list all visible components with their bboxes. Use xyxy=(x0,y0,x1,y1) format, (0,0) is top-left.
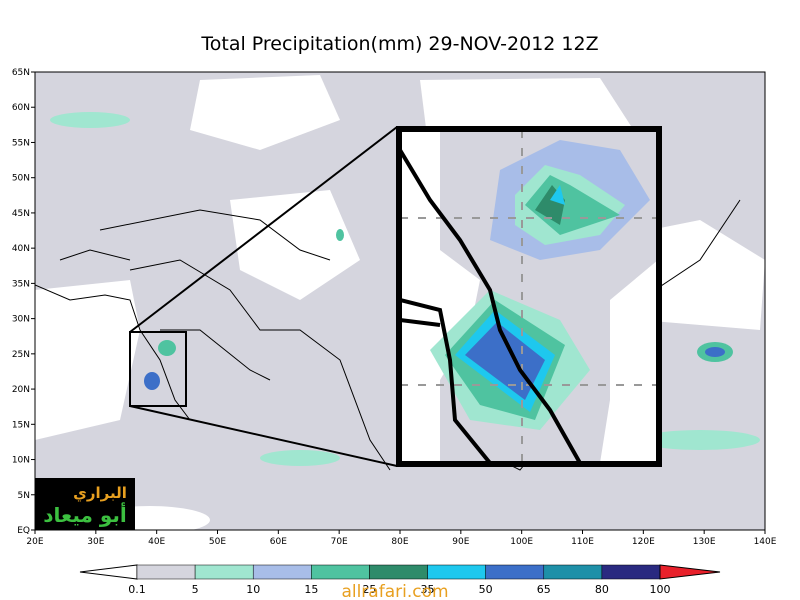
colorbar-cell xyxy=(427,564,486,580)
colorbar-label: 65 xyxy=(537,583,551,596)
colorbar-cell xyxy=(543,564,603,580)
lon-label: 100E xyxy=(510,537,533,547)
colorbar-label: 100 xyxy=(650,583,671,596)
lon-label: 60E xyxy=(270,537,287,547)
title: Total Precipitation(mm) 29-NOV-2012 12Z xyxy=(200,33,598,55)
inset-map xyxy=(400,130,658,463)
colorbar-cell xyxy=(252,564,312,580)
lat-label: 5N xyxy=(18,491,30,501)
lat-label: 45N xyxy=(12,209,30,219)
lon-label: 70E xyxy=(331,537,348,547)
colorbar-cell xyxy=(194,564,254,580)
colorbar-high xyxy=(659,564,721,580)
logo-line1: البراري xyxy=(73,484,127,503)
lat-label: 40N xyxy=(12,244,30,254)
colorbar-label: 25 xyxy=(362,583,376,596)
lat-label: 30N xyxy=(12,315,30,325)
lat-label: 65N xyxy=(12,68,30,78)
lon-label: 90E xyxy=(452,537,469,547)
lat-label: 10N xyxy=(12,456,30,466)
lat-label: 60N xyxy=(12,103,30,113)
colorbar-label: 0.1 xyxy=(128,583,146,596)
colorbar-label: 50 xyxy=(479,583,493,596)
colorbar-cell xyxy=(369,564,428,580)
lat-label: 55N xyxy=(12,138,30,148)
colorbar-label: 80 xyxy=(595,583,609,596)
colorbar-label: 15 xyxy=(304,583,318,596)
lon-label: 140E xyxy=(754,537,777,547)
colorbar-cell xyxy=(311,564,370,580)
lon-label: 50E xyxy=(209,537,226,547)
lon-label: 20E xyxy=(26,537,43,547)
lon-label: 30E xyxy=(87,537,104,547)
lon-label: 120E xyxy=(632,537,655,547)
colorbar-label: 10 xyxy=(246,583,260,596)
lat-label: 25N xyxy=(12,350,30,360)
watermark: allrafari.com xyxy=(341,582,448,600)
colorbar-cell xyxy=(485,564,545,580)
lat-label: 15N xyxy=(12,420,30,430)
lon-label: 130E xyxy=(693,537,716,547)
lat-label: 35N xyxy=(12,279,30,289)
colorbar-cell xyxy=(136,564,196,580)
logo-box xyxy=(35,478,135,530)
lat-label: 50N xyxy=(12,174,30,184)
lon-label: 110E xyxy=(571,537,594,547)
lat-label: EQ xyxy=(17,526,30,536)
colorbar-low xyxy=(79,564,138,580)
lat-label: 20N xyxy=(12,385,30,395)
colorbar-label: 5 xyxy=(192,583,199,596)
lon-label: 80E xyxy=(391,537,408,547)
colorbar-label: 35 xyxy=(421,583,435,596)
lon-label: 40E xyxy=(148,537,165,547)
logo-line2: أبو ميعاد xyxy=(43,501,126,527)
colorbar-cell xyxy=(601,564,661,580)
